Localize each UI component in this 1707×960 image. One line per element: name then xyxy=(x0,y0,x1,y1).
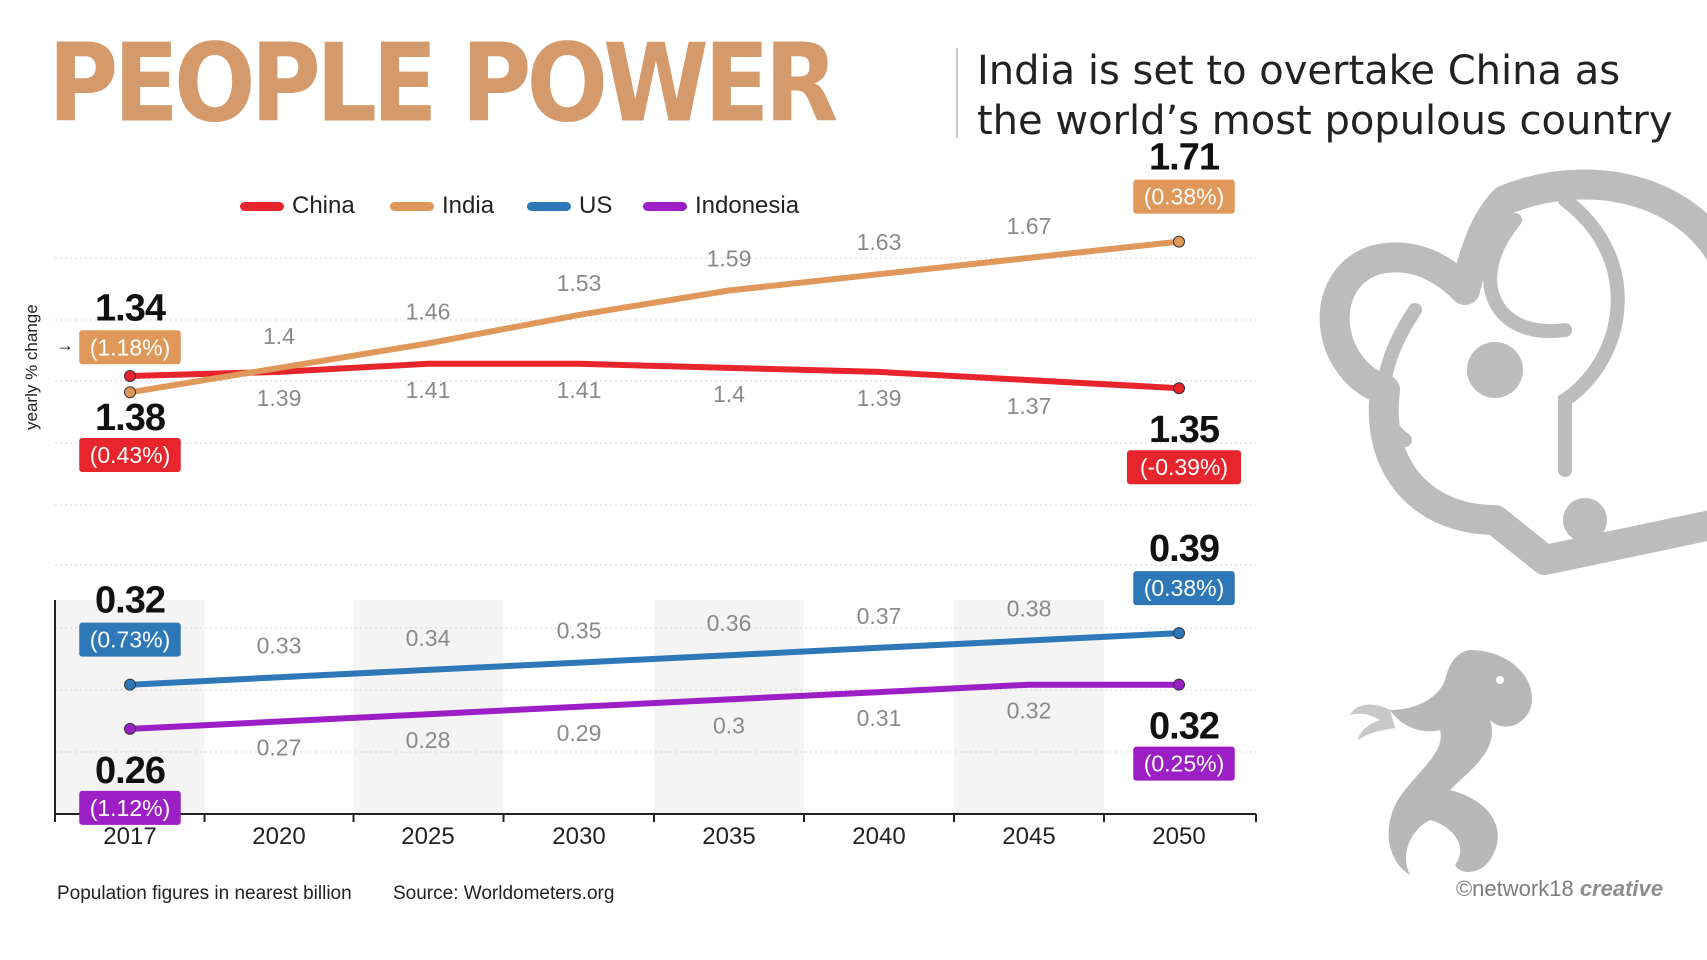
legend-label: India xyxy=(442,192,495,219)
data-label-us: 0.36 xyxy=(707,610,752,636)
callout-change-us: (0.73%) xyxy=(90,627,171,653)
column-band xyxy=(353,600,504,814)
callout-change-india: (0.38%) xyxy=(1144,184,1225,210)
legend-swatch xyxy=(527,201,571,211)
callout-value-india: 1.34 xyxy=(95,287,166,329)
legend-item-china: China xyxy=(240,192,355,220)
series-line-indonesia xyxy=(127,681,1182,732)
data-label-indonesia: 0.3 xyxy=(713,712,745,738)
x-tick-label-2017: 2017 xyxy=(103,823,156,850)
data-label-us: 0.34 xyxy=(406,625,451,651)
legend-item-us: US xyxy=(527,192,612,220)
legend-label: Indonesia xyxy=(695,192,800,219)
source-note: Source: Worldometers.org xyxy=(393,883,615,904)
callout-badge-india xyxy=(79,330,181,365)
endpoint-marker-us xyxy=(1173,627,1185,640)
column-band xyxy=(55,600,205,814)
callout-badge-indonesia xyxy=(1133,746,1235,781)
page-subtitle: India is set to overtake China as the wo… xyxy=(977,48,1673,144)
data-label-china: 1.41 xyxy=(557,377,602,403)
endpoint-marker-china xyxy=(124,370,136,382)
legend-label: US xyxy=(579,192,613,219)
x-tick-label-2020: 2020 xyxy=(252,823,305,850)
data-label-china: 1.39 xyxy=(257,385,302,411)
data-label-india: 1.46 xyxy=(406,298,451,324)
endpoint-marker-china xyxy=(1173,382,1185,395)
data-label-china: 1.39 xyxy=(857,385,902,411)
endpoint-marker-india xyxy=(1173,235,1185,248)
callout-value-indonesia: 0.32 xyxy=(1149,706,1219,748)
callout-value-china: 1.35 xyxy=(1149,409,1220,451)
legend-swatch xyxy=(643,201,687,211)
yearly-change-label: yearly % change xyxy=(22,304,41,430)
column-band xyxy=(654,600,804,814)
arrow-right-icon: → xyxy=(56,335,74,355)
callout-change-china: (0.43%) xyxy=(90,442,171,468)
data-label-indonesia: 0.31 xyxy=(857,705,902,731)
callout-change-indonesia: (0.25%) xyxy=(1144,751,1225,777)
elephant-icon xyxy=(1319,169,1707,575)
credit-prefix: ©network18 xyxy=(1455,876,1574,901)
data-label-indonesia: 0.28 xyxy=(406,727,451,753)
data-label-india: 1.59 xyxy=(707,246,752,272)
legend-item-india: India xyxy=(390,192,494,220)
credit-line: ©network18 creative xyxy=(1456,876,1663,902)
endpoint-marker-us xyxy=(124,678,136,691)
legend-swatch xyxy=(240,201,284,211)
x-tick-label-2035: 2035 xyxy=(702,823,755,850)
endpoint-marker-india xyxy=(124,386,136,399)
data-label-us: 0.38 xyxy=(1007,595,1052,621)
callout-value-us: 0.39 xyxy=(1149,528,1219,570)
legend-swatch xyxy=(390,201,434,211)
data-label-india: 1.67 xyxy=(1007,213,1052,239)
data-label-india: 1.63 xyxy=(857,229,902,255)
callout-value-us: 0.32 xyxy=(95,580,165,622)
callout-badge-india xyxy=(1133,179,1235,214)
callout-badge-us xyxy=(79,622,181,657)
callout-change-us: (0.38%) xyxy=(1144,575,1225,601)
series-line-china xyxy=(127,360,1182,392)
series-line-india xyxy=(127,238,1182,396)
column-band xyxy=(954,600,1104,814)
legend-label: China xyxy=(292,192,355,219)
data-label-indonesia: 0.27 xyxy=(257,735,302,761)
data-label-us: 0.33 xyxy=(257,632,302,658)
x-tick-label-2040: 2040 xyxy=(852,823,905,850)
data-label-india: 1.4 xyxy=(263,323,295,349)
data-label-us: 0.37 xyxy=(857,603,902,629)
data-label-india: 1.53 xyxy=(557,270,602,296)
x-tick-label-2030: 2030 xyxy=(552,823,605,850)
endpoint-marker-indonesia xyxy=(1173,678,1185,691)
callout-change-indonesia: (1.12%) xyxy=(90,795,171,821)
callout-badge-china xyxy=(79,438,181,472)
callout-change-china: (-0.39%) xyxy=(1140,454,1228,480)
callout-value-indonesia: 0.26 xyxy=(95,750,165,792)
callout-change-india: (1.18%) xyxy=(90,334,171,360)
callout-badge-china xyxy=(1127,450,1241,485)
data-label-us: 0.35 xyxy=(557,618,602,644)
credit-bold: creative xyxy=(1579,876,1663,901)
callout-badge-indonesia xyxy=(79,790,181,825)
legend-item-indonesia: Indonesia xyxy=(643,192,799,220)
data-label-china: 1.37 xyxy=(1007,393,1052,419)
dragon-icon xyxy=(1350,650,1532,875)
series-line-us xyxy=(127,630,1182,688)
data-label-indonesia: 0.32 xyxy=(1007,698,1052,724)
callout-badge-us xyxy=(1133,571,1235,606)
x-tick-label-2025: 2025 xyxy=(401,823,454,850)
x-tick-label-2050: 2050 xyxy=(1152,823,1205,850)
data-label-indonesia: 0.29 xyxy=(557,720,602,746)
data-label-china: 1.41 xyxy=(406,377,451,403)
units-note: Population figures in nearest billion xyxy=(57,883,352,904)
page-title: PEOPLE POWER xyxy=(48,21,838,147)
callout-value-china: 1.38 xyxy=(95,397,165,439)
header-divider xyxy=(956,48,958,138)
data-label-china: 1.4 xyxy=(713,381,745,407)
endpoint-marker-indonesia xyxy=(124,722,136,735)
x-tick-label-2045: 2045 xyxy=(1002,823,1055,850)
